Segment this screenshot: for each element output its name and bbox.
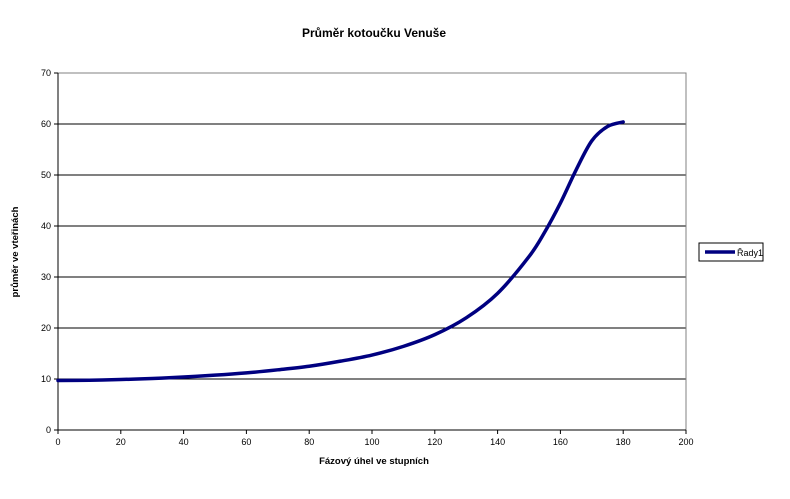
x-tick-label: 140 <box>490 437 505 447</box>
x-tick-label: 160 <box>553 437 568 447</box>
chart-title: Průměr kotoučku Venuše <box>302 26 446 40</box>
y-tick-label: 60 <box>41 119 51 129</box>
x-tick-label: 100 <box>364 437 379 447</box>
y-tick-label: 30 <box>41 272 51 282</box>
legend: Řady1 <box>699 243 763 261</box>
x-tick-label: 120 <box>427 437 442 447</box>
y-tick-label: 50 <box>41 170 51 180</box>
gridlines <box>58 124 686 379</box>
x-axis-label: Fázový úhel ve stupních <box>319 456 429 467</box>
x-tick-label: 40 <box>179 437 189 447</box>
legend-label: Řady1 <box>737 248 763 258</box>
y-tick-label: 70 <box>41 68 51 78</box>
y-tick-label: 20 <box>41 323 51 333</box>
x-tick-label: 200 <box>678 437 693 447</box>
series-line <box>58 122 623 381</box>
x-axis: 0 20 40 60 80 100 120 140 160 180 200 <box>55 430 693 447</box>
y-tick-label: 0 <box>46 425 51 435</box>
plot-area <box>58 73 686 430</box>
x-tick-label: 0 <box>55 437 60 447</box>
series-layer <box>58 122 623 381</box>
x-tick-label: 80 <box>304 437 314 447</box>
x-tick-label: 60 <box>241 437 251 447</box>
x-tick-label: 180 <box>616 437 631 447</box>
y-axis-label: průměr ve vteřinách <box>10 206 21 297</box>
y-tick-label: 10 <box>41 374 51 384</box>
y-axis: 0 10 20 30 40 50 60 70 <box>41 68 58 435</box>
x-tick-label: 20 <box>116 437 126 447</box>
y-tick-label: 40 <box>41 221 51 231</box>
